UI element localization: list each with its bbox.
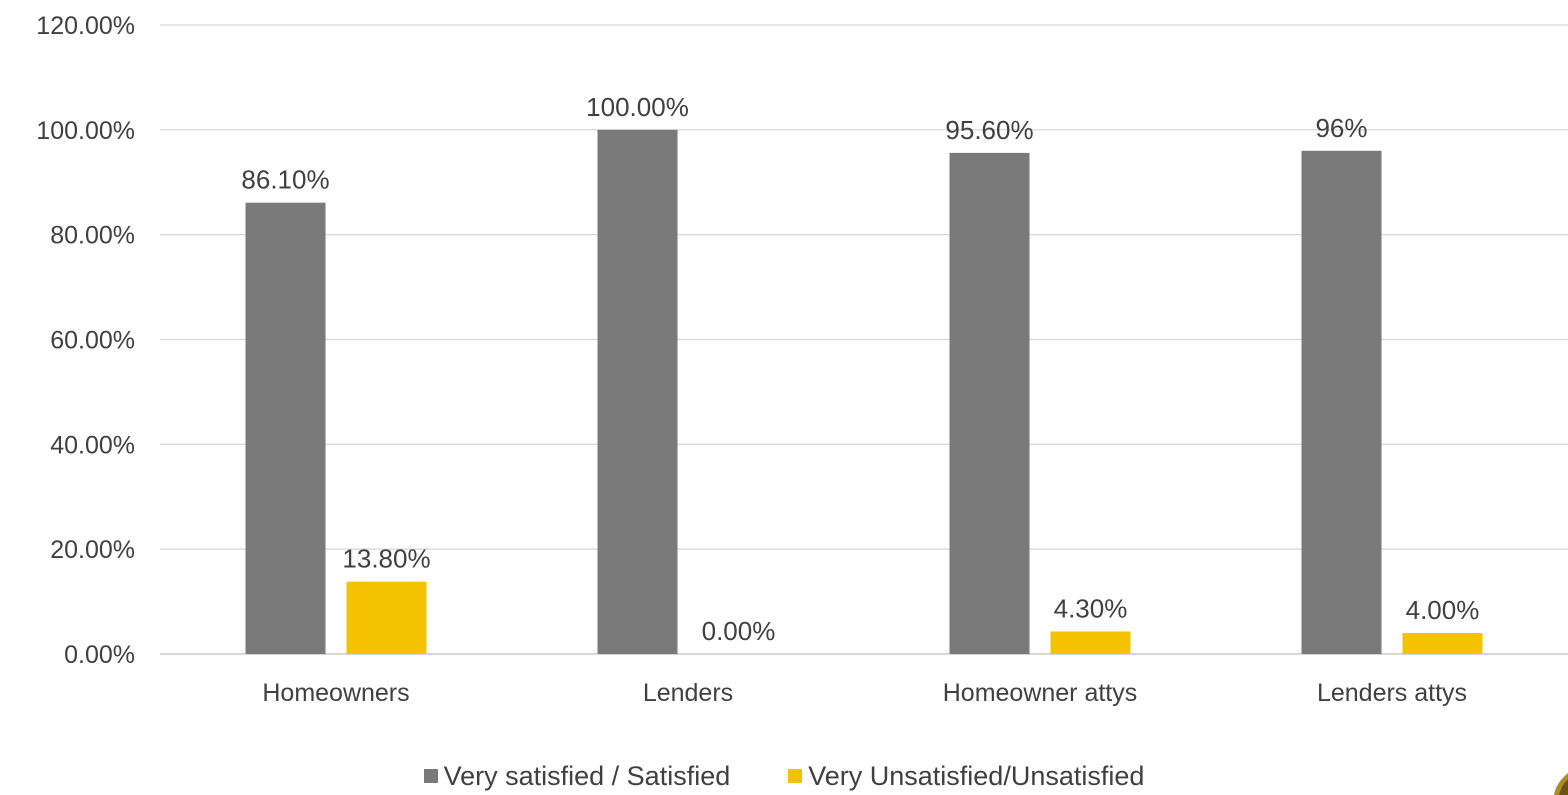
y-tick-label: 60.00% xyxy=(50,327,135,355)
y-tick-label: 80.00% xyxy=(50,222,135,250)
legend-swatch-satisfied xyxy=(423,769,438,783)
x-category-label: Homeowners xyxy=(262,679,409,707)
bar-satisfied xyxy=(949,152,1030,654)
data-label: 0.00% xyxy=(702,616,776,646)
x-category-label: Lenders xyxy=(643,679,733,707)
data-labels: 86.10% 13.80% 100.00% 0.00% 95.60% 4.30% 96% 4.… xyxy=(241,92,1479,646)
x-category-label: Homeowner attys xyxy=(943,679,1138,707)
legend-item-satisfied: Very satisfied / Satisfied xyxy=(423,760,731,792)
legend: Very satisfied / Satisfied Very Unsatisf… xyxy=(0,757,1568,795)
bar-unsatisfied xyxy=(1402,633,1483,654)
data-label: 4.00% xyxy=(1406,595,1480,625)
x-axis: Homeowners Lenders Homeowner attys Lenders … xyxy=(262,679,1467,707)
legend-label-satisfied: Very satisfied / Satisfied xyxy=(443,760,731,791)
y-tick-label: 100.00% xyxy=(36,117,135,145)
gridlines xyxy=(160,24,1568,655)
data-label: 95.60% xyxy=(945,115,1033,145)
bar-unsatisfied xyxy=(1050,631,1131,654)
logo-corner-mark xyxy=(1554,773,1568,795)
data-label: 100.00% xyxy=(586,92,689,122)
legend-label-unsatisfied: Very Unsatisfied/Unsatisfied xyxy=(808,760,1145,791)
x-category-label: Lenders attys xyxy=(1317,679,1467,707)
data-label: 86.10% xyxy=(241,165,329,195)
legend-item-unsatisfied: Very Unsatisfied/Unsatisfied xyxy=(788,761,1144,792)
y-tick-label: 120.00% xyxy=(36,12,135,40)
data-label: 96% xyxy=(1315,113,1367,143)
y-tick-label: 40.00% xyxy=(50,431,135,459)
y-tick-label: 20.00% xyxy=(50,536,135,564)
y-axis: 0.00% 20.00% 40.00% 60.00% 80.00% 100.00% 120.… xyxy=(36,12,135,669)
data-label: 13.80% xyxy=(342,544,430,574)
bar-satisfied xyxy=(1301,150,1382,655)
y-tick-label: 0.00% xyxy=(64,641,135,669)
legend-swatch-unsatisfied xyxy=(788,769,803,783)
bars xyxy=(245,129,1483,655)
bar-satisfied xyxy=(597,129,678,655)
data-label: 4.30% xyxy=(1054,593,1128,623)
bar-unsatisfied xyxy=(346,581,427,654)
bar-satisfied xyxy=(245,202,326,654)
